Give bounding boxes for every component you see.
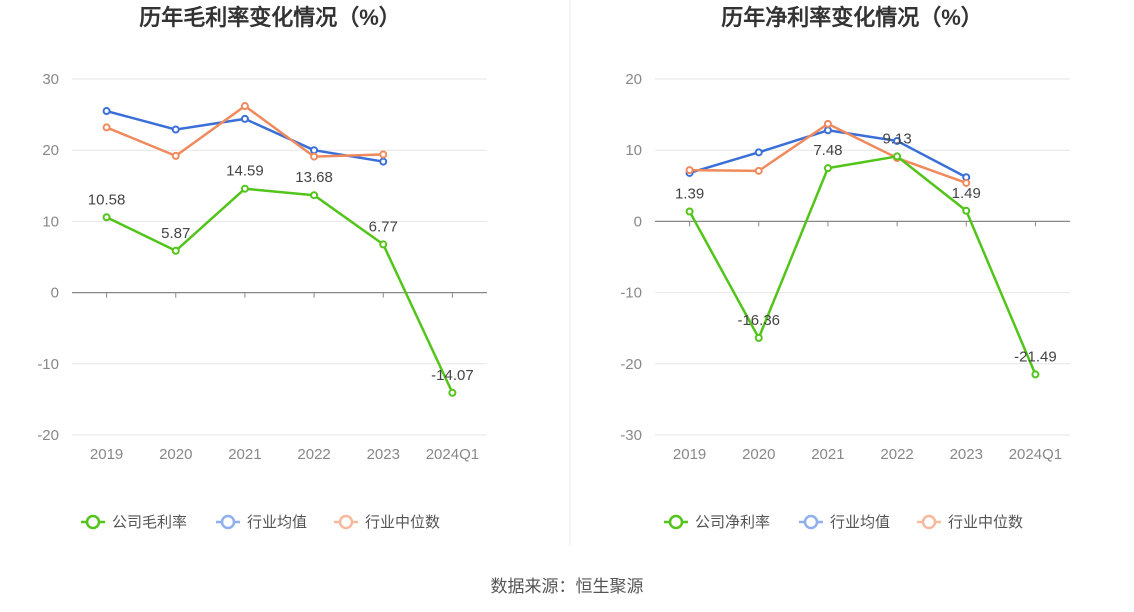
data-point xyxy=(310,146,319,155)
data-label: -14.07 xyxy=(431,367,474,384)
y-tick-label: 10 xyxy=(42,213,59,230)
data-point xyxy=(102,123,111,132)
y-tick-label: -20 xyxy=(620,356,642,373)
data-point xyxy=(754,333,763,342)
data-label: 9.13 xyxy=(882,130,911,147)
data-point xyxy=(685,166,694,175)
data-label: 1.39 xyxy=(675,186,704,203)
legend-label: 行业中位数 xyxy=(948,514,1023,531)
data-point xyxy=(240,102,249,111)
chart-1: 历年毛利率变化情况（%） 30 20 10 0 -10 -20 2019 2020 2021 202… xyxy=(37,5,487,531)
y-tick-label: 0 xyxy=(634,213,642,230)
y-tick-label: -20 xyxy=(37,427,59,444)
data-point xyxy=(1031,370,1040,379)
legend-swatch-marker xyxy=(803,514,819,530)
data-point xyxy=(102,213,111,222)
data-point xyxy=(893,136,902,145)
data-label: 13.68 xyxy=(295,169,333,186)
data-point xyxy=(171,125,180,134)
legend-label: 公司毛利率 xyxy=(112,514,187,531)
x-tick-label: 2022 xyxy=(880,446,913,463)
legend-label: 行业中位数 xyxy=(365,514,440,531)
series-line xyxy=(106,187,454,394)
legend-swatch-marker xyxy=(220,514,236,530)
data-point xyxy=(379,157,388,166)
data-point xyxy=(240,184,249,193)
y-tick-label: 20 xyxy=(625,71,642,88)
x-tick-label: 2023 xyxy=(367,446,400,463)
y-tick-label: -10 xyxy=(37,356,59,373)
legend-item: 行业中位数 xyxy=(334,514,440,531)
x-tick-label: 2021 xyxy=(228,446,261,463)
data-label: 7.48 xyxy=(813,142,842,159)
data-source: 数据来源：恒生聚源 xyxy=(491,577,644,596)
data-point xyxy=(102,107,111,116)
legend-swatch-marker xyxy=(921,514,937,530)
legend-item: 行业均值 xyxy=(216,514,307,531)
data-point xyxy=(310,152,319,161)
data-point xyxy=(754,148,763,157)
data-point xyxy=(448,388,457,397)
chart-2: 历年净利率变化情况（%） 20 10 0 -10 -20 -30 2019 2020 2021 20… xyxy=(620,5,1070,531)
y-tick-label: 10 xyxy=(625,142,642,159)
y-tick-label: 30 xyxy=(42,71,59,88)
data-point xyxy=(754,166,763,175)
data-point xyxy=(379,240,388,249)
data-label: 5.87 xyxy=(161,225,190,242)
x-tick-label: 2022 xyxy=(297,446,330,463)
data-point xyxy=(962,206,971,215)
data-label: 1.49 xyxy=(952,185,981,202)
series-line xyxy=(688,155,1037,375)
chart-title: 历年毛利率变化情况（%） xyxy=(139,5,401,30)
x-tick-label: 2019 xyxy=(90,446,123,463)
legend-swatch-marker xyxy=(668,514,684,530)
legend-label: 行业均值 xyxy=(247,514,307,531)
data-point xyxy=(823,164,832,173)
data-label: 10.58 xyxy=(88,191,126,208)
y-tick-label: 0 xyxy=(51,285,59,302)
data-point xyxy=(823,126,832,135)
data-point xyxy=(893,152,902,161)
y-tick-label: -10 xyxy=(620,285,642,302)
x-tick-label: 2021 xyxy=(811,446,844,463)
data-point xyxy=(823,119,832,128)
legend-item: 公司净利率 xyxy=(664,514,770,531)
data-point xyxy=(240,114,249,123)
legend-swatch-marker xyxy=(338,514,354,530)
y-tick-label: 20 xyxy=(42,142,59,159)
data-point xyxy=(379,150,388,159)
x-tick-label: 2023 xyxy=(950,446,983,463)
data-point xyxy=(171,151,180,160)
data-label: 14.59 xyxy=(226,163,264,180)
legend-item: 行业中位数 xyxy=(917,514,1023,531)
data-point xyxy=(962,178,971,187)
data-label: 6.77 xyxy=(369,218,398,235)
data-point xyxy=(685,207,694,216)
y-tick-label: -30 xyxy=(620,427,642,444)
series-line xyxy=(106,104,384,158)
legend-label: 公司净利率 xyxy=(695,514,770,531)
x-tick-label: 2020 xyxy=(159,446,192,463)
legend-label: 行业均值 xyxy=(830,514,890,531)
x-tick-label: 2020 xyxy=(742,446,775,463)
chart-title: 历年净利率变化情况（%） xyxy=(721,5,983,30)
legend-item: 行业均值 xyxy=(799,514,890,531)
legend-item: 公司毛利率 xyxy=(81,514,187,531)
data-label: -16.36 xyxy=(737,312,780,329)
data-label: -21.49 xyxy=(1014,348,1057,365)
x-tick-label: 2019 xyxy=(673,446,706,463)
data-point xyxy=(310,191,319,200)
data-point xyxy=(171,246,180,255)
x-tick-label: 2024Q1 xyxy=(1009,446,1062,463)
legend-swatch-marker xyxy=(85,514,101,530)
x-tick-label: 2024Q1 xyxy=(426,446,479,463)
